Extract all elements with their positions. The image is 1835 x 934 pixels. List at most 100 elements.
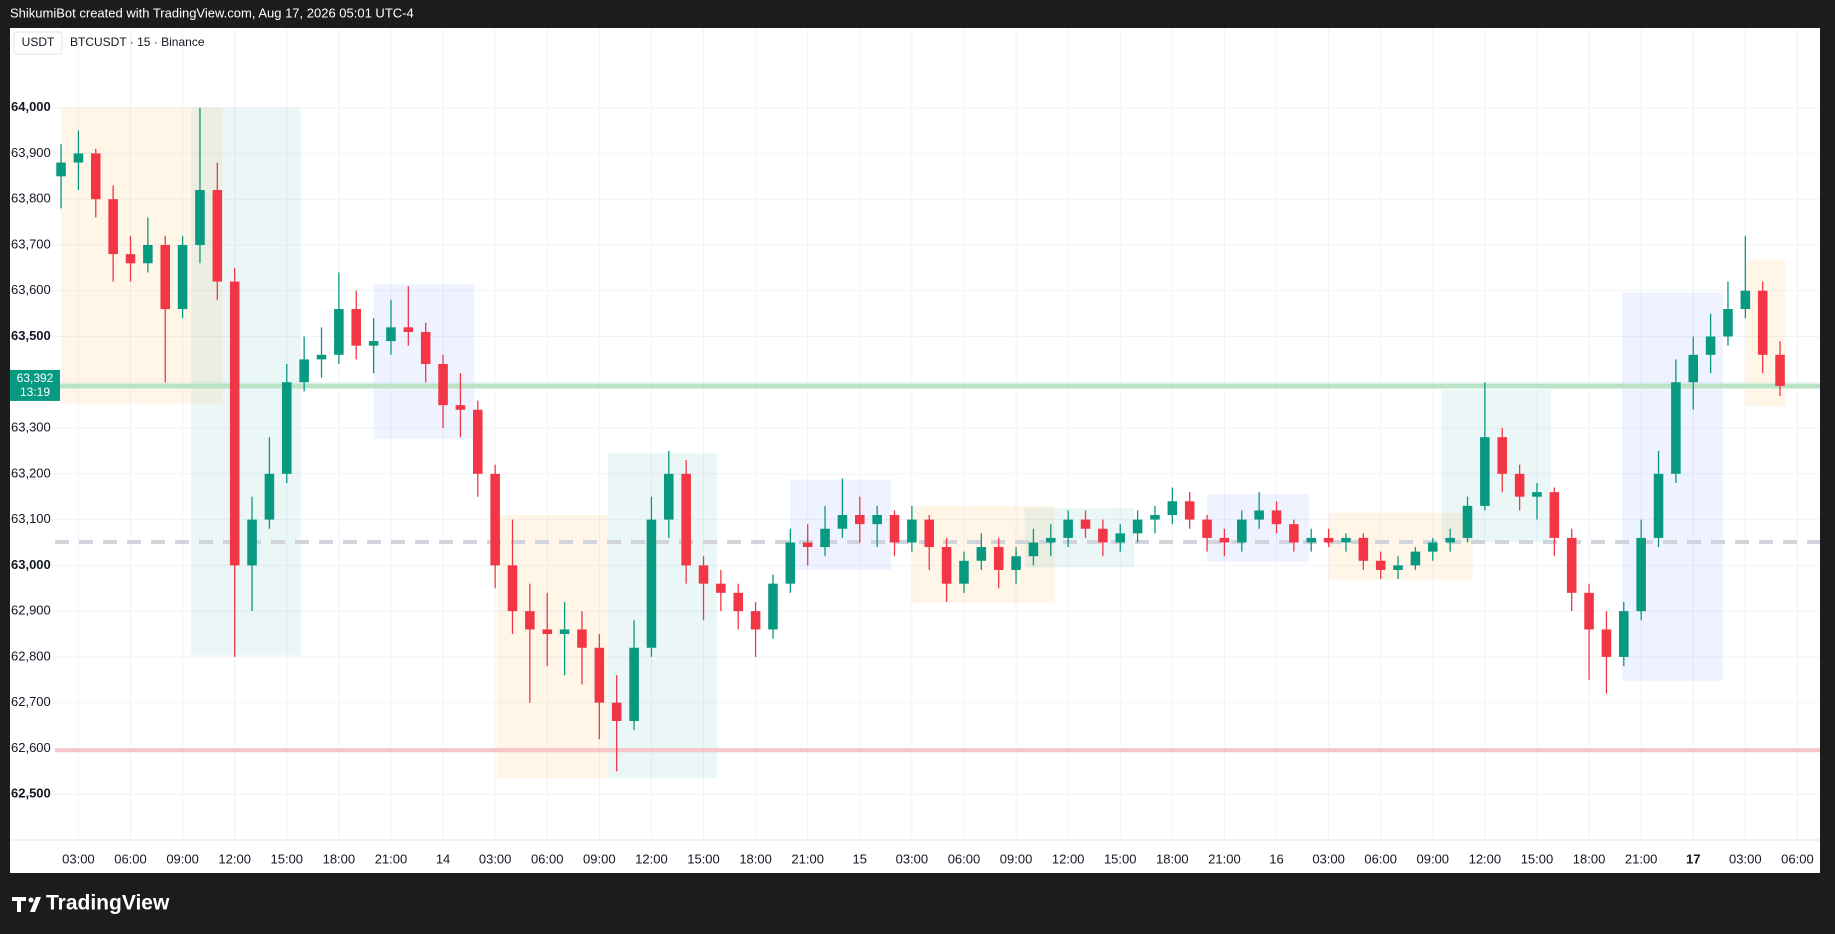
candle-body: [368, 341, 379, 346]
candle-body: [629, 647, 639, 721]
candle-body: [334, 309, 344, 355]
candle-body: [91, 153, 101, 200]
candle-body: [733, 592, 744, 612]
candle-body: [559, 629, 570, 635]
x-tick-label: 15:00: [271, 851, 304, 866]
candle-body: [1723, 309, 1733, 337]
candle-body: [1358, 537, 1369, 561]
x-tick-label: 21:00: [375, 851, 408, 866]
candle-body: [1219, 537, 1230, 543]
x-tick-label: 03:00: [896, 851, 929, 866]
x-tick-label: 14: [436, 851, 450, 866]
x-tick-label: 06:00: [114, 851, 147, 866]
plot: [10, 28, 1820, 841]
y-tick-label: 62,500: [11, 786, 51, 801]
y-tick-label: 63,300: [11, 419, 51, 434]
candle-body: [1410, 551, 1421, 566]
candle-body: [1150, 515, 1160, 520]
x-tick-label: 18:00: [739, 851, 772, 866]
candle-body: [1341, 537, 1351, 543]
x-tick-label: 09:00: [583, 851, 616, 866]
x-tick-label: 06:00: [531, 851, 564, 866]
x-tick-label: 03:00: [62, 851, 95, 866]
candle-body: [1653, 473, 1664, 538]
candle-body: [1011, 556, 1021, 570]
candle-body: [507, 565, 518, 612]
candle-body: [1046, 537, 1056, 543]
last-price-label: 63,392: [17, 371, 54, 385]
x-tick-label: 09:00: [1417, 851, 1450, 866]
candle-body: [455, 405, 466, 410]
y-tick-label: 63,100: [11, 511, 51, 526]
candle-body: [976, 547, 987, 561]
candle-body: [438, 363, 448, 406]
candle-body: [1480, 437, 1490, 506]
candle-body: [750, 611, 761, 630]
last-price-tag: [10, 369, 60, 401]
x-tick-label: 16: [1269, 851, 1283, 866]
candle-body: [160, 244, 171, 310]
y-tick-label: 63,800: [11, 191, 51, 206]
candle-body: [1132, 519, 1143, 534]
candle-body: [1323, 537, 1334, 543]
y-tick-label: 62,900: [11, 603, 51, 618]
x-tick-label: 09:00: [166, 851, 199, 866]
y-tick-label: 62,800: [11, 648, 51, 663]
x-tick-label: 03:00: [479, 851, 512, 866]
x-tick-label: 18:00: [323, 851, 356, 866]
candle-body: [1080, 519, 1091, 529]
countdown: 13:19: [20, 385, 50, 399]
candle-body: [1497, 437, 1508, 474]
candle-body: [1167, 501, 1178, 516]
candle-body: [542, 629, 553, 635]
x-tick-label: 17: [1686, 851, 1700, 866]
y-tick-label: 64,000: [11, 99, 51, 114]
candle-body: [1740, 290, 1751, 310]
candle-body: [1584, 592, 1594, 630]
candle-body: [1428, 542, 1438, 552]
x-tick-label: 18:00: [1156, 851, 1189, 866]
candle-body: [1184, 501, 1195, 520]
candle-body: [1202, 519, 1212, 538]
candle-body: [837, 515, 848, 529]
candle-body: [1237, 519, 1247, 543]
x-tick-label: 15:00: [1521, 851, 1554, 866]
chart-title: BTCUSDT · 15 · Binance: [70, 35, 205, 49]
candle-body: [802, 542, 813, 548]
candle-body: [143, 244, 153, 264]
x-tick-label: 09:00: [1000, 851, 1033, 866]
session-zone: [496, 515, 609, 779]
candle-body: [907, 519, 917, 543]
candle-body: [611, 702, 622, 721]
candle-body: [681, 473, 691, 566]
candle-body: [889, 515, 900, 543]
x-tick-label: 21:00: [791, 851, 824, 866]
candle-body: [299, 359, 309, 383]
candle-body: [1636, 537, 1646, 612]
x-tick-label: 03:00: [1312, 851, 1345, 866]
y-tick-label: 63,900: [11, 145, 51, 160]
candle-body: [1254, 510, 1264, 520]
x-tick-label: 06:00: [1781, 851, 1814, 866]
candle-body: [1671, 382, 1681, 474]
candle-body: [768, 583, 778, 630]
candle-body: [1532, 492, 1542, 497]
session-zone: [1622, 292, 1723, 682]
candle-body: [125, 254, 136, 264]
candle-body: [716, 583, 726, 593]
session-zone: [1441, 389, 1551, 543]
x-tick-label: 18:00: [1573, 851, 1606, 866]
candle-body: [195, 190, 205, 245]
candle-body: [664, 473, 674, 520]
candle-body: [1514, 473, 1525, 497]
currency-box: [13, 31, 63, 55]
candle-body: [108, 199, 118, 255]
candle-body: [73, 153, 84, 163]
candle-body: [941, 547, 952, 584]
x-tick-label: 12:00: [635, 851, 668, 866]
candle-body: [924, 519, 935, 548]
candle-body: [247, 519, 257, 566]
candle-body: [1462, 505, 1473, 538]
candle-body: [594, 647, 605, 703]
candle-body: [1028, 542, 1039, 557]
